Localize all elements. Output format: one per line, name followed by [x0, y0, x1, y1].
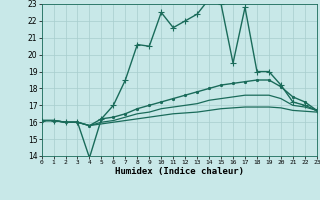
X-axis label: Humidex (Indice chaleur): Humidex (Indice chaleur): [115, 167, 244, 176]
